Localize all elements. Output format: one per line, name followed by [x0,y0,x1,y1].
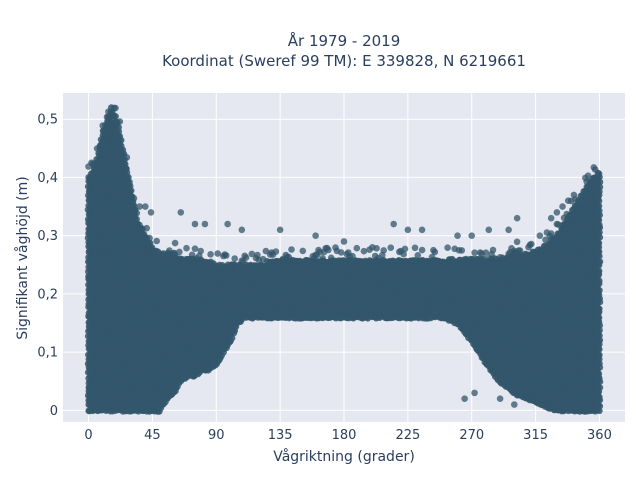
data-point [118,137,125,144]
data-point [117,118,124,125]
data-point [207,251,214,258]
data-point [172,240,179,247]
data-point [112,113,119,120]
data-point [214,250,221,257]
data-point [134,210,141,217]
data-point [183,245,190,252]
data-point [300,248,307,255]
data-point [288,246,295,253]
data-point [115,124,122,131]
data-point [192,245,199,252]
data-point [128,187,135,194]
data-point [338,249,345,256]
data-point [131,195,138,202]
data-point [231,255,238,262]
data-point [123,166,130,173]
data-point [143,225,150,232]
data-point [273,248,280,255]
data-point [197,248,204,255]
data-point [153,238,160,245]
data-point [223,252,230,259]
data-point [126,179,133,186]
data-point [124,154,131,161]
data-point [243,254,250,261]
data-point [176,249,183,256]
data-point [325,247,332,254]
data-point [146,235,153,242]
data-point [112,105,119,112]
